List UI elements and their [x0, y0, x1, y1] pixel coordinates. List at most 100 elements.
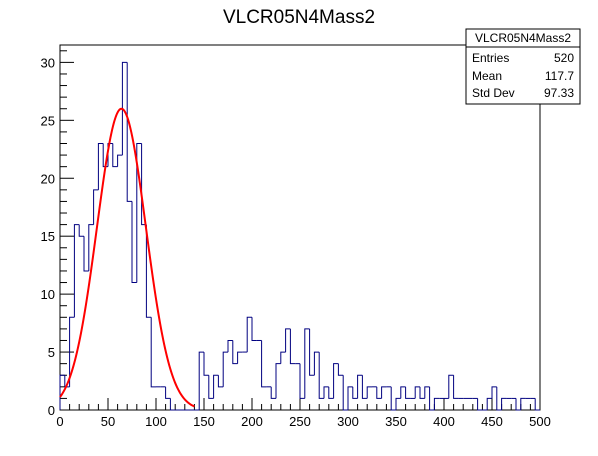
- axis-ticks: [59, 50, 541, 411]
- x-tick-label: 450: [481, 414, 503, 429]
- histogram-bin: [376, 386, 382, 399]
- stats-stddev-label: Std Dev: [472, 86, 515, 100]
- stats-mean-label: Mean: [472, 69, 502, 83]
- histogram-bin: [395, 397, 401, 410]
- histogram-bin: [64, 375, 70, 388]
- histogram-bin: [73, 224, 80, 318]
- stats-stddev-value: 97.33: [544, 86, 574, 100]
- histogram-bin: [126, 62, 132, 202]
- histogram-bin: [246, 316, 252, 353]
- histogram-bin: [285, 328, 291, 353]
- histogram-bin: [323, 386, 329, 399]
- histogram-bin: [289, 328, 296, 365]
- histogram-bin: [357, 374, 363, 399]
- chart-title: VLCR05N4Mass2: [223, 7, 375, 28]
- histogram-bin: [165, 386, 171, 399]
- histogram-bin: [136, 142, 142, 283]
- histogram-bin: [93, 189, 99, 225]
- histogram-bin: [328, 386, 334, 399]
- histogram-bin: [414, 386, 420, 399]
- histogram-bin: [491, 386, 497, 399]
- histogram-bin: [309, 328, 315, 376]
- x-tick-label: 400: [433, 414, 455, 429]
- histogram-bin: [342, 375, 348, 411]
- x-tick-label: 0: [56, 414, 63, 429]
- histogram-bin: [112, 143, 118, 168]
- y-tick-label: 15: [41, 229, 55, 244]
- histogram-bin: [390, 386, 396, 411]
- axis-tick-labels: 0 50 100 150 200 250 300 350 400 450 500 0 5 10 15 20 25…: [41, 55, 551, 429]
- histogram-bin: [361, 375, 368, 399]
- y-tick-label: 10: [41, 287, 55, 302]
- histogram-bin: [280, 351, 286, 364]
- histogram-bin: [217, 375, 224, 388]
- y-tick-label: 25: [41, 113, 55, 128]
- histogram-bin: [150, 317, 156, 388]
- histogram-bin: [433, 397, 440, 410]
- histogram-bin: [213, 374, 219, 399]
- histogram-bin: [486, 397, 492, 410]
- histogram-bin: [520, 397, 526, 410]
- histogram-bin: [121, 61, 128, 156]
- histogram-bin: [347, 386, 353, 410]
- histogram-bin: [337, 363, 344, 376]
- histogram-bin: [313, 351, 320, 376]
- y-tick-label: 20: [41, 171, 55, 186]
- stats-box: VLCR05N4Mass2 Entries 520 Mean 117.7 Std…: [465, 28, 581, 105]
- histogram-bin: [419, 386, 425, 399]
- histogram-bin: [203, 352, 209, 376]
- histogram-bins: [59, 61, 540, 411]
- stats-box-title: VLCR05N4Mass2: [475, 31, 571, 45]
- histogram-bin: [107, 142, 113, 167]
- histogram-bin: [496, 386, 502, 411]
- y-tick-label: 0: [48, 403, 55, 418]
- histogram-bin: [381, 386, 387, 399]
- histogram-bin: [501, 397, 507, 410]
- histogram-bin: [453, 375, 459, 399]
- stats-mean-value: 117.7: [545, 69, 574, 83]
- x-tick-label: 500: [529, 414, 551, 429]
- histogram-bin: [424, 386, 430, 399]
- x-tick-label: 300: [337, 414, 359, 429]
- x-tick-label: 50: [101, 414, 115, 429]
- x-tick-label: 150: [193, 414, 215, 429]
- histogram-bin: [429, 386, 435, 411]
- histogram-bin: [534, 398, 540, 411]
- histogram-bin: [117, 154, 123, 167]
- histogram-bin: [251, 317, 257, 341]
- histogram-bin: [232, 340, 238, 365]
- y-tick-label: 30: [41, 55, 55, 70]
- histogram-bin: [131, 201, 137, 284]
- y-tick-label: 5: [48, 345, 55, 360]
- histogram-bin: [270, 386, 276, 399]
- histogram-bin: [515, 398, 521, 411]
- histogram-bin: [78, 224, 84, 237]
- histogram-bin: [261, 340, 267, 388]
- histogram-bin: [83, 236, 89, 272]
- histogram-bin: [97, 142, 104, 190]
- histogram-bin: [59, 374, 65, 410]
- histogram-bin: [304, 328, 310, 399]
- histogram-bin: [169, 398, 176, 411]
- histogram-bin: [222, 351, 228, 387]
- x-tick-label: 200: [241, 414, 263, 429]
- histogram-bin: [198, 351, 204, 410]
- x-tick-label: 350: [385, 414, 407, 429]
- histogram-bin: [275, 363, 281, 399]
- histogram-bin: [448, 374, 454, 399]
- histogram-bin: [145, 224, 152, 318]
- histogram-bin: [299, 363, 305, 399]
- histogram-bin: [318, 352, 324, 399]
- histogram-bin: [477, 398, 483, 411]
- histogram-bin: [400, 386, 406, 399]
- gaussian-fit-curve: [59, 107, 195, 408]
- histogram-bin: [237, 351, 243, 364]
- histogram-bin: [208, 375, 214, 399]
- fit-line: [59, 107, 195, 408]
- histogram-bin: [366, 386, 372, 399]
- stats-entries-value: 520: [554, 51, 574, 65]
- histogram-bin: [69, 316, 75, 387]
- x-tick-label: 100: [145, 414, 167, 429]
- histogram-bin: [333, 363, 339, 399]
